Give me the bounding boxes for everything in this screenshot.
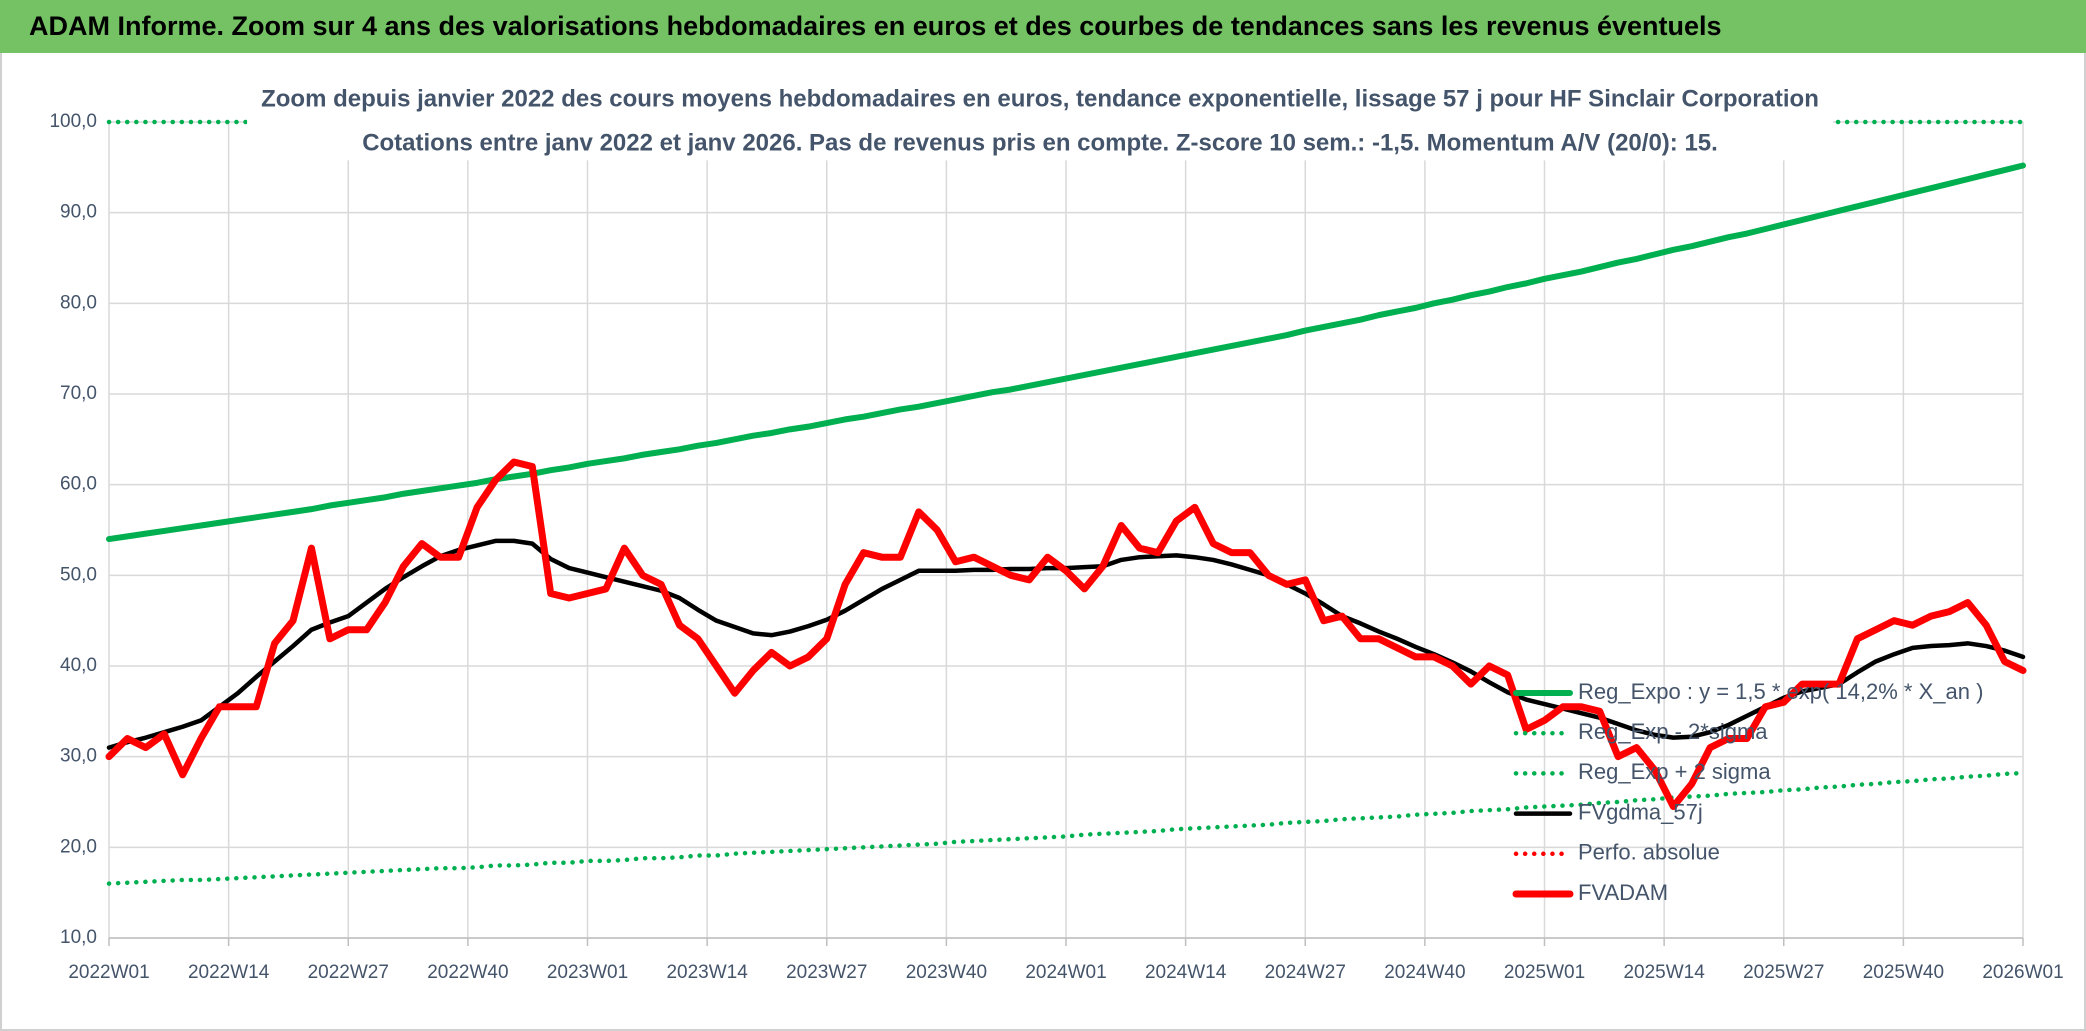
x-tick-label: 2024W14	[1145, 962, 1227, 983]
plot-area: 10,0 20,0 30,0 40,0 50,0 60,0 70,0 80,0 90,0 100,…	[49, 111, 2063, 983]
x-tick-label: 2026W01	[1982, 962, 2063, 983]
x-tick-label: 2024W40	[1384, 962, 1465, 983]
x-tick-label: 2025W27	[1743, 962, 1824, 983]
y-tick-label: 70,0	[60, 383, 97, 404]
series-line	[106, 770, 2026, 886]
y-tick-label: 80,0	[60, 292, 97, 313]
y-tick-label: 100,0	[49, 111, 97, 132]
series-line	[106, 162, 2026, 543]
x-tick-label: 2022W01	[68, 962, 149, 983]
x-tick-label: 2023W40	[906, 962, 987, 983]
y-tick-label: 30,0	[60, 746, 97, 767]
series-line	[105, 458, 2027, 811]
x-tick-label: 2025W40	[1863, 962, 1944, 983]
x-tick-label: 2022W27	[308, 962, 389, 983]
header-bar	[0, 0, 2086, 53]
chart-subtitle: Cotations entre janv 2022 et janv 2026. …	[362, 129, 1718, 156]
x-tick-label: 2023W14	[666, 962, 748, 983]
header-title: ADAM Informe. Zoom sur 4 ans des valoris…	[29, 11, 1722, 41]
x-tick-label: 2023W27	[786, 962, 867, 983]
chart-titles: Zoom depuis janvier 2022 des cours moyen…	[247, 81, 1833, 161]
x-tick-label: 2022W14	[188, 962, 270, 983]
y-tick-label: 20,0	[60, 836, 97, 857]
legend-label: FVgdma_57j	[1578, 799, 1703, 824]
legend: Reg_Expo : y = 1,5 * exp( 14,2% * X_an )…	[1512, 679, 1983, 905]
legend-label: Reg_Exp - 2*sigma	[1578, 719, 1768, 744]
legend-label: Reg_Expo : y = 1,5 * exp( 14,2% * X_an )	[1578, 679, 1983, 704]
legend-label: FVADAM	[1578, 880, 1668, 905]
x-tick-label: 2024W27	[1265, 962, 1346, 983]
y-tick-label: 60,0	[60, 474, 97, 495]
chart-title: Zoom depuis janvier 2022 des cours moyen…	[261, 85, 1819, 112]
x-tick-label: 2025W14	[1623, 962, 1705, 983]
title-background	[247, 81, 1833, 161]
x-tick-label: 2023W01	[547, 962, 628, 983]
legend-label: Reg_Exp + 2 sigma	[1578, 759, 1771, 784]
y-tick-label: 90,0	[60, 202, 97, 223]
x-tick-label: 2024W01	[1025, 962, 1106, 983]
y-tick-label: 10,0	[60, 927, 97, 948]
x-tick-label: 2025W01	[1504, 962, 1585, 983]
legend-label: Perfo. absolue	[1578, 840, 1720, 865]
y-tick-label: 50,0	[60, 564, 97, 585]
x-tick-label: 2022W40	[427, 962, 508, 983]
y-tick-label: 40,0	[60, 655, 97, 676]
